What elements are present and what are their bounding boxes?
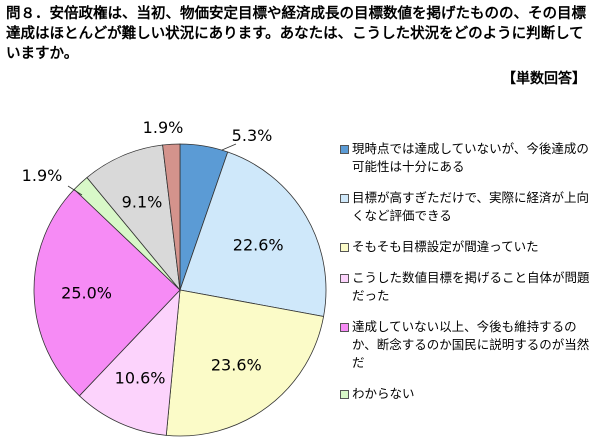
slice-value-label: 1.9% bbox=[143, 118, 184, 137]
legend-item: 達成していない以上、今後も維持するのか、断念するのか国民に説明するのが当然だ bbox=[340, 318, 598, 372]
slice-value-label: 10.6% bbox=[115, 369, 166, 388]
slice-value-label: 23.6% bbox=[211, 356, 262, 375]
legend-swatch bbox=[340, 145, 349, 154]
question-text: 問８．安倍政権は、当初、物価安定目標や経済成長の目標数値を掲げたものの、その目標… bbox=[6, 6, 586, 62]
legend-swatch bbox=[340, 274, 349, 283]
answer-type-note: 【単数回答】 bbox=[502, 71, 586, 87]
legend-swatch bbox=[340, 243, 349, 252]
legend-item: そもそも目標設定が間違っていた bbox=[340, 238, 598, 256]
pie-slice bbox=[162, 143, 181, 291]
legend-label: 達成していない以上、今後も維持するのか、断念するのか国民に説明するのが当然だ bbox=[352, 319, 590, 370]
leader-line bbox=[221, 143, 237, 151]
legend-item: わからない bbox=[340, 385, 598, 403]
slice-value-label: 1.9% bbox=[22, 166, 63, 185]
slice-value-label: 25.0% bbox=[61, 283, 112, 302]
legend-swatch bbox=[340, 323, 349, 332]
pie-slice bbox=[179, 151, 327, 317]
pie-slice bbox=[86, 144, 181, 292]
pie-slice bbox=[165, 289, 325, 437]
legend-label: わからない bbox=[352, 386, 415, 401]
slice-value-label: 5.3% bbox=[232, 126, 273, 145]
legend-swatch bbox=[340, 390, 349, 399]
legend: 現時点では達成していないが、今後達成の可能性は十分にある 目標が高すぎただけで、… bbox=[340, 140, 598, 416]
legend-label: 目標が高すぎただけで、実際に経済が上向くなど評価できる bbox=[352, 190, 590, 223]
legend-item: 目標が高すぎただけで、実際に経済が上向くなど評価できる bbox=[340, 189, 598, 225]
slice-value-label: 22.6% bbox=[233, 235, 284, 254]
slice-value-label: 9.1% bbox=[122, 192, 163, 211]
legend-label: こうした数値目標を掲げること自体が問題だった bbox=[352, 270, 590, 303]
legend-item: こうした数値目標を掲げること自体が問題だった bbox=[340, 269, 598, 305]
legend-swatch bbox=[340, 194, 349, 203]
legend-label: そもそも目標設定が間違っていた bbox=[352, 239, 539, 254]
leader-line bbox=[67, 185, 83, 196]
pie-slice bbox=[33, 188, 181, 397]
legend-label: 現時点では達成していないが、今後達成の可能性は十分にある bbox=[352, 141, 589, 174]
pie-slice bbox=[78, 288, 181, 436]
legend-item: 現時点では達成していないが、今後達成の可能性は十分にある bbox=[340, 140, 598, 176]
